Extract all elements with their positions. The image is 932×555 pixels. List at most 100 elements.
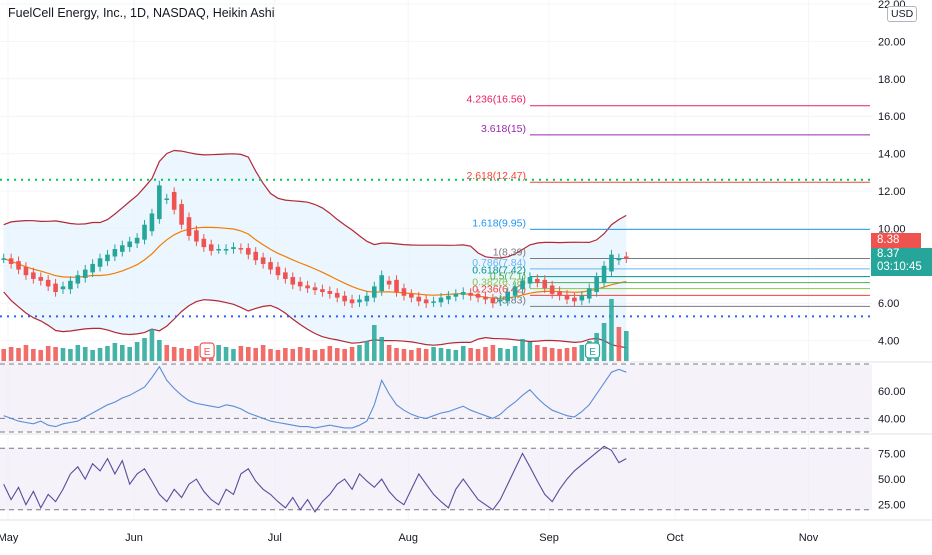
volume-bar [119,345,125,361]
volume-bar [490,345,496,361]
current-price-tag: 8.37 03:10:45 [871,248,932,276]
volume-bar [623,331,629,361]
candle-body [334,292,340,298]
fib-label: 2.618(12.47) [466,170,526,182]
candle-body [283,272,288,279]
candle-body [208,244,214,251]
volume-bar [245,347,251,361]
volume-bar [349,347,355,361]
candle-body [75,275,81,284]
candle-body [231,247,236,250]
candle-body [371,286,377,298]
candle-body [164,198,170,201]
volume-bar [468,348,473,361]
candle-body [149,213,155,232]
volume-bar [379,337,385,361]
volume-bar [527,342,533,361]
volume-bar [149,329,155,361]
candle-body [394,279,399,293]
earnings-marker: E [199,342,215,359]
volume-bar [320,349,325,361]
x-tick-label: Jun [125,532,143,544]
volume-bar [416,348,422,361]
candle-body [586,288,592,299]
candle-body [579,295,585,301]
volume-bar [45,346,51,361]
y-tick-label: 16.00 [878,111,906,123]
candle-body [179,204,184,225]
candle-body [416,296,422,302]
volume-bar [431,347,436,361]
fibonacci-extension[interactable]: 4.236(16.56) 3.618(15) 2.618(12.47) 1.618(9… [466,94,870,307]
candle-body [142,224,147,240]
candle-body [490,298,496,304]
volume-bar [460,346,466,361]
candle-body [45,279,51,287]
volume-bar [60,348,66,361]
fib-label: 0.786(7.84) [472,257,526,269]
volume-bar [231,349,236,361]
volume-bar [275,350,281,361]
fib-label: 1.618(9.95) [472,217,526,229]
candle-body [364,295,370,302]
earnings-badge [584,342,601,359]
rsi-band-fill [0,364,872,432]
volume-bar [357,345,362,361]
candle-body [223,249,229,251]
candle-body [260,257,266,264]
volume-bar [334,348,340,361]
candle-body [268,262,273,270]
candle-body [423,299,429,304]
candle-body [594,277,599,293]
x-tick-label: Jul [268,532,282,544]
stoch-tick-label: 25.00 [878,500,906,512]
y-tick-label: 20.00 [878,36,906,48]
candle-body [549,285,555,294]
candle-body [305,285,310,289]
fib-label: 4.236(16.56) [466,94,526,106]
candle-body [201,238,207,248]
volume-bar [520,339,525,361]
rsi-pane [0,363,872,433]
candle-body [401,288,407,296]
candle-body [557,291,562,296]
candle-body [327,291,333,294]
currency-badge[interactable]: USD [887,6,918,22]
y-tick-label: 18.00 [878,74,906,86]
volume-bar [31,349,36,361]
volume-bar [194,346,199,361]
candle-body [194,230,199,242]
volume-bar [164,345,170,361]
volume-bar [1,349,7,361]
volume-bar [409,350,414,361]
x-tick-label: Aug [398,532,418,544]
candle-body [16,261,21,270]
fib-label: 1(8.39) [493,247,526,259]
candle-body [216,249,221,251]
volume-bar [23,345,29,361]
volume-bar [82,347,88,361]
volume-bar [401,349,407,361]
candle-body [8,258,14,264]
volume-bar [179,348,184,361]
candle-body [171,191,177,210]
volume-bar [8,347,14,361]
volume-bar [386,345,392,361]
candle-body [119,245,125,252]
volume-bar [364,341,370,361]
candle-body [186,217,192,236]
candle-body [105,254,110,262]
fib-label: 0.382(6.78) [472,277,526,289]
candle-body [535,278,540,283]
candle-body [312,287,318,291]
fib-label: 3.618(15) [481,123,526,135]
volume-bar [327,346,333,361]
rsi-tick-label: 40.00 [878,413,906,425]
volume-bar [268,349,273,361]
volume-bar [112,343,118,361]
candle-body [512,286,518,296]
rsi-tick-label: 60.00 [878,386,906,398]
symbol-title[interactable]: FuelCell Energy, Inc., 1D, NASDAQ, Heiki… [8,6,275,20]
